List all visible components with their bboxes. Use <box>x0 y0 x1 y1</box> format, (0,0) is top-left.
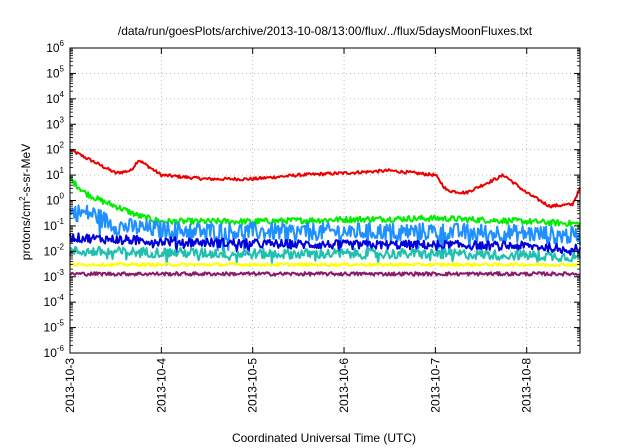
x-tick-label: 2013-10-3 <box>63 358 77 413</box>
y-tick-label: 10-4 <box>44 293 65 309</box>
grid <box>70 48 580 353</box>
y-tick-label: 106 <box>46 39 64 55</box>
y-tick-label: 101 <box>46 166 64 182</box>
y-tick-label: 10-3 <box>44 268 65 284</box>
chart-title: /data/run/goesPlots/archive/2013-10-08/1… <box>118 24 533 38</box>
y-tick-label: 104 <box>46 90 64 106</box>
y-tick-label: 10-5 <box>44 319 65 335</box>
x-tick-label: 2013-10-7 <box>428 358 442 413</box>
y-tick-label: 100 <box>46 192 64 208</box>
y-tick-label: 10-6 <box>44 344 65 360</box>
y-tick-label: 10-2 <box>44 242 65 258</box>
plot-border <box>69 47 581 354</box>
y-tick-labels: 10-6 10-5 10-4 10-3 10-2 10-1 100 101 102 103 104 1… <box>44 39 65 360</box>
y-tick-label: 10-1 <box>44 217 65 233</box>
series-line-2 <box>69 176 581 228</box>
x-tick-label: 2013-10-8 <box>520 358 534 413</box>
y-tick-label: 102 <box>46 141 64 157</box>
series-line-1 <box>69 148 581 209</box>
x-tick-label: 2013-10-6 <box>337 358 351 413</box>
plot-frame <box>69 47 581 354</box>
y-axis-label: protons/cm2-s-sr-MeV <box>18 144 33 260</box>
y-tick-label: 105 <box>46 64 64 80</box>
x-tick-label: 2013-10-5 <box>246 358 260 413</box>
series-line-3 <box>69 204 581 255</box>
x-tick-label: 2013-10-4 <box>154 358 168 413</box>
x-tick-labels: 2013-10-3 2013-10-4 2013-10-5 2013-10-6 2013… <box>63 358 534 413</box>
series-lines <box>69 148 581 277</box>
series-line-6 <box>69 262 581 268</box>
x-axis-label: Coordinated Universal Time (UTC) <box>232 431 416 445</box>
series-line-7 <box>69 271 581 277</box>
y-tick-label: 103 <box>46 115 64 131</box>
series-line-5 <box>69 245 581 266</box>
series-line-4 <box>69 232 581 256</box>
